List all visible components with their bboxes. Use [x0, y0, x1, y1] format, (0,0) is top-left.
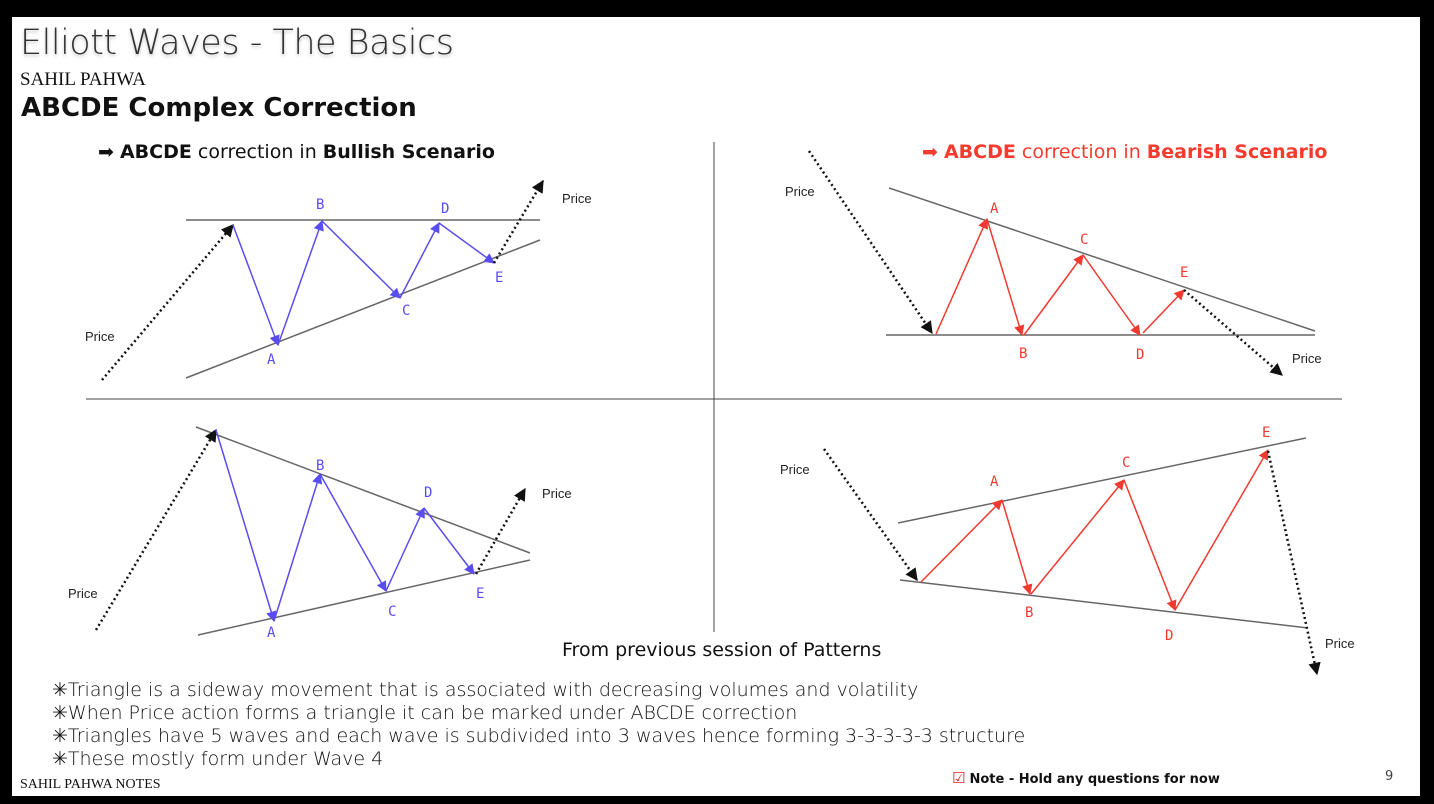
- slide-subtitle: ABCDE Complex Correction: [21, 93, 417, 123]
- upper-line: [897, 437, 1307, 524]
- label-e: E: [1262, 425, 1270, 441]
- price-out-arrow: [1183, 289, 1283, 376]
- bearish-descending-triangle: A B C D E Price Price: [785, 150, 1322, 376]
- slide: Elliott Waves - The Basics SAHIL PAHWA A…: [12, 17, 1420, 796]
- wave-d: [1082, 254, 1141, 336]
- bearish-heading: ➡ ABCDE correction in Bearish Scenario: [922, 141, 1327, 163]
- wave-c: [1030, 479, 1125, 595]
- price-in-arrow: [822, 448, 919, 582]
- right-arrow-icon: ➡: [98, 141, 114, 163]
- label-d: D: [424, 485, 432, 501]
- wave-b: [277, 220, 324, 346]
- resistance-line: [888, 187, 1316, 332]
- wave-e: [438, 222, 495, 264]
- caption: From previous session of Patterns: [562, 639, 882, 661]
- bearish-heading-mid: correction in: [1015, 141, 1147, 163]
- label-b: B: [316, 197, 324, 213]
- wave-d: [399, 222, 440, 299]
- label-b: B: [316, 458, 324, 474]
- price-label: Price: [85, 329, 115, 344]
- wave-b: [273, 472, 323, 622]
- price-in-arrow: [94, 428, 218, 631]
- lower-line: [899, 579, 1309, 629]
- wave-b: [986, 218, 1025, 337]
- price-label: Price: [780, 462, 810, 477]
- bullish-symmetrical-triangle: A B C D E Price Price: [68, 426, 572, 641]
- price-in-arrow: [807, 150, 934, 335]
- wave-d: [385, 507, 425, 592]
- wave-a: [935, 218, 988, 335]
- label-a: A: [990, 201, 999, 217]
- price-label: Price: [562, 191, 592, 206]
- checkbox-icon: ☑: [952, 769, 966, 787]
- wave-a: [232, 224, 280, 346]
- wave-e: [1174, 449, 1269, 611]
- label-c: C: [1080, 232, 1088, 248]
- price-label: Price: [68, 586, 98, 601]
- author-name: SAHIL PAHWA: [20, 69, 146, 90]
- support-line: [197, 559, 531, 636]
- wave-a: [215, 429, 277, 623]
- wave-c: [1023, 254, 1084, 336]
- bearish-heading-scenario: Bearish Scenario: [1146, 141, 1328, 163]
- wave-e: [1142, 289, 1185, 334]
- support-line: [185, 239, 541, 379]
- label-c: C: [388, 604, 396, 620]
- label-d: D: [1136, 347, 1144, 363]
- wave-e: [423, 507, 475, 575]
- note: ☑ Note - Hold any questions for now: [952, 769, 1220, 787]
- label-c: C: [1122, 455, 1130, 471]
- label-a: A: [990, 474, 999, 490]
- wave-c: [321, 220, 401, 299]
- bullish-ascending-triangle: A B C D E Price Price: [85, 179, 592, 381]
- label-d: D: [1165, 628, 1173, 644]
- label-a: A: [267, 625, 276, 641]
- price-out-arrow: [492, 179, 545, 264]
- price-out-arrow: [1266, 450, 1321, 676]
- bullet-item: ✳These mostly form under Wave 4: [52, 748, 384, 770]
- price-label: Price: [542, 486, 572, 501]
- label-a: A: [267, 352, 276, 368]
- label-e: E: [476, 586, 484, 602]
- bullish-heading-scenario: Bullish Scenario: [322, 141, 495, 163]
- bearish-expanding-triangle: A B C D E Price Price: [780, 425, 1355, 676]
- price-in-arrow: [101, 224, 234, 381]
- bullet-item: ✳Triangles have 5 waves and each wave is…: [52, 725, 1026, 747]
- bearish-heading-pattern: ABCDE: [943, 141, 1016, 163]
- label-b: B: [1025, 605, 1033, 621]
- label-c: C: [402, 303, 410, 319]
- bullet-item: ✳When Price action forms a triangle it c…: [52, 702, 798, 724]
- price-out-arrow: [474, 487, 527, 575]
- page-number: 9: [1385, 769, 1394, 784]
- bullish-heading-mid: correction in: [191, 141, 323, 163]
- label-e: E: [1180, 265, 1188, 281]
- bullish-heading: ➡ ABCDE correction in Bullish Scenario: [98, 141, 495, 163]
- wave-a: [920, 499, 1003, 583]
- label-b: B: [1019, 346, 1027, 362]
- price-label: Price: [1292, 351, 1322, 366]
- label-e: E: [495, 270, 503, 286]
- price-label: Price: [785, 184, 815, 199]
- bullet-item: ✳Triangle is a sideway movement that is …: [52, 679, 919, 701]
- wave-c: [319, 473, 387, 592]
- price-label: Price: [1325, 636, 1355, 651]
- bullish-heading-pattern: ABCDE: [119, 141, 192, 163]
- label-d: D: [441, 201, 449, 217]
- wave-b: [1001, 499, 1033, 596]
- footer-notes: SAHIL PAHWA NOTES: [20, 777, 161, 792]
- slide-title: Elliott Waves - The Basics: [20, 23, 454, 63]
- abcde-diagrams: A B C D E Price Price A: [68, 142, 1355, 676]
- note-text: Note - Hold any questions for now: [969, 772, 1220, 787]
- wave-d: [1123, 479, 1177, 611]
- resistance-line: [195, 426, 531, 554]
- right-arrow-icon: ➡: [922, 141, 938, 163]
